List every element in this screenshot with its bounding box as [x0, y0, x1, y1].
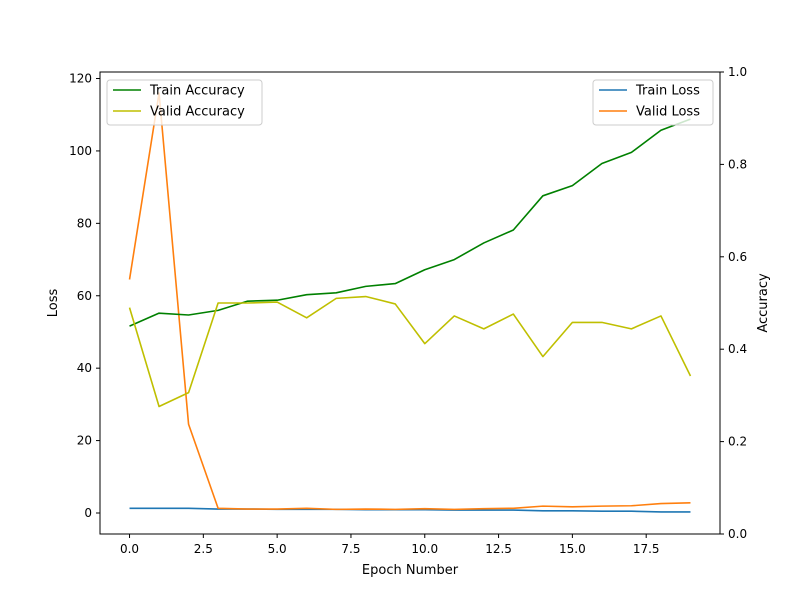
valid-loss-line: [128, 92, 691, 511]
y-right-tick-label: 0.2: [728, 435, 747, 449]
y-left-axis-ticks: 0 20 40 60 80 100 120: [69, 72, 100, 520]
y-right-tick-label: 0.6: [728, 250, 747, 264]
valid-loss-legend-label: Valid Loss: [636, 105, 700, 120]
y-right-tick-label: 0.0: [728, 527, 747, 541]
y-left-tick-label: 100: [69, 144, 92, 158]
y-right-axis-ticks: 0.0 0.2 0.4 0.6 0.8 1.0: [720, 65, 747, 541]
legend-accuracy-box: [106, 79, 263, 126]
x-tick-label: 15.0: [559, 542, 586, 556]
x-tick-label: 0.0: [120, 542, 139, 556]
y-left-tick-label: 40: [77, 361, 92, 375]
x-axis-label: Epoch Number: [362, 563, 459, 578]
y-right-tick-label: 0.8: [728, 157, 747, 171]
valid-accuracy-line: [128, 295, 692, 408]
valid-accuracy-legend-label: Valid Accuracy: [150, 105, 245, 120]
train-accuracy-line: [129, 118, 691, 327]
x-axis-ticks: 0.0 2.5 5.0 7.5 10.0 12.5 15.0 17.5: [120, 534, 660, 556]
y-left-axis-label: Loss: [46, 289, 61, 318]
x-tick-label: 5.0: [268, 542, 287, 556]
x-tick-label: 7.5: [341, 542, 360, 556]
x-tick-label: 10.0: [411, 542, 438, 556]
legend-loss: Train Loss Valid Loss: [592, 79, 714, 126]
y-left-tick-label: 20: [77, 434, 92, 448]
train-accuracy-legend-label: Train Accuracy: [149, 84, 245, 99]
x-tick-label: 17.5: [633, 542, 660, 556]
legend-accuracy: Train Accuracy Valid Accuracy: [106, 79, 263, 126]
y-right-axis-label: Accuracy: [756, 273, 771, 333]
y-right-tick-label: 1.0: [728, 65, 747, 79]
y-right-tick-label: 0.4: [728, 342, 747, 356]
train-loss-legend-label: Train Loss: [635, 84, 700, 99]
plot-lines: [128, 92, 692, 513]
y-left-tick-label: 80: [77, 216, 92, 230]
x-tick-label: 2.5: [194, 542, 213, 556]
plot-frame: [99, 71, 721, 535]
y-left-tick-label: 0: [84, 506, 92, 520]
x-tick-label: 12.5: [485, 542, 512, 556]
legend-loss-box: [592, 79, 714, 126]
y-left-tick-label: 120: [69, 72, 92, 86]
y-left-tick-label: 60: [77, 289, 92, 303]
